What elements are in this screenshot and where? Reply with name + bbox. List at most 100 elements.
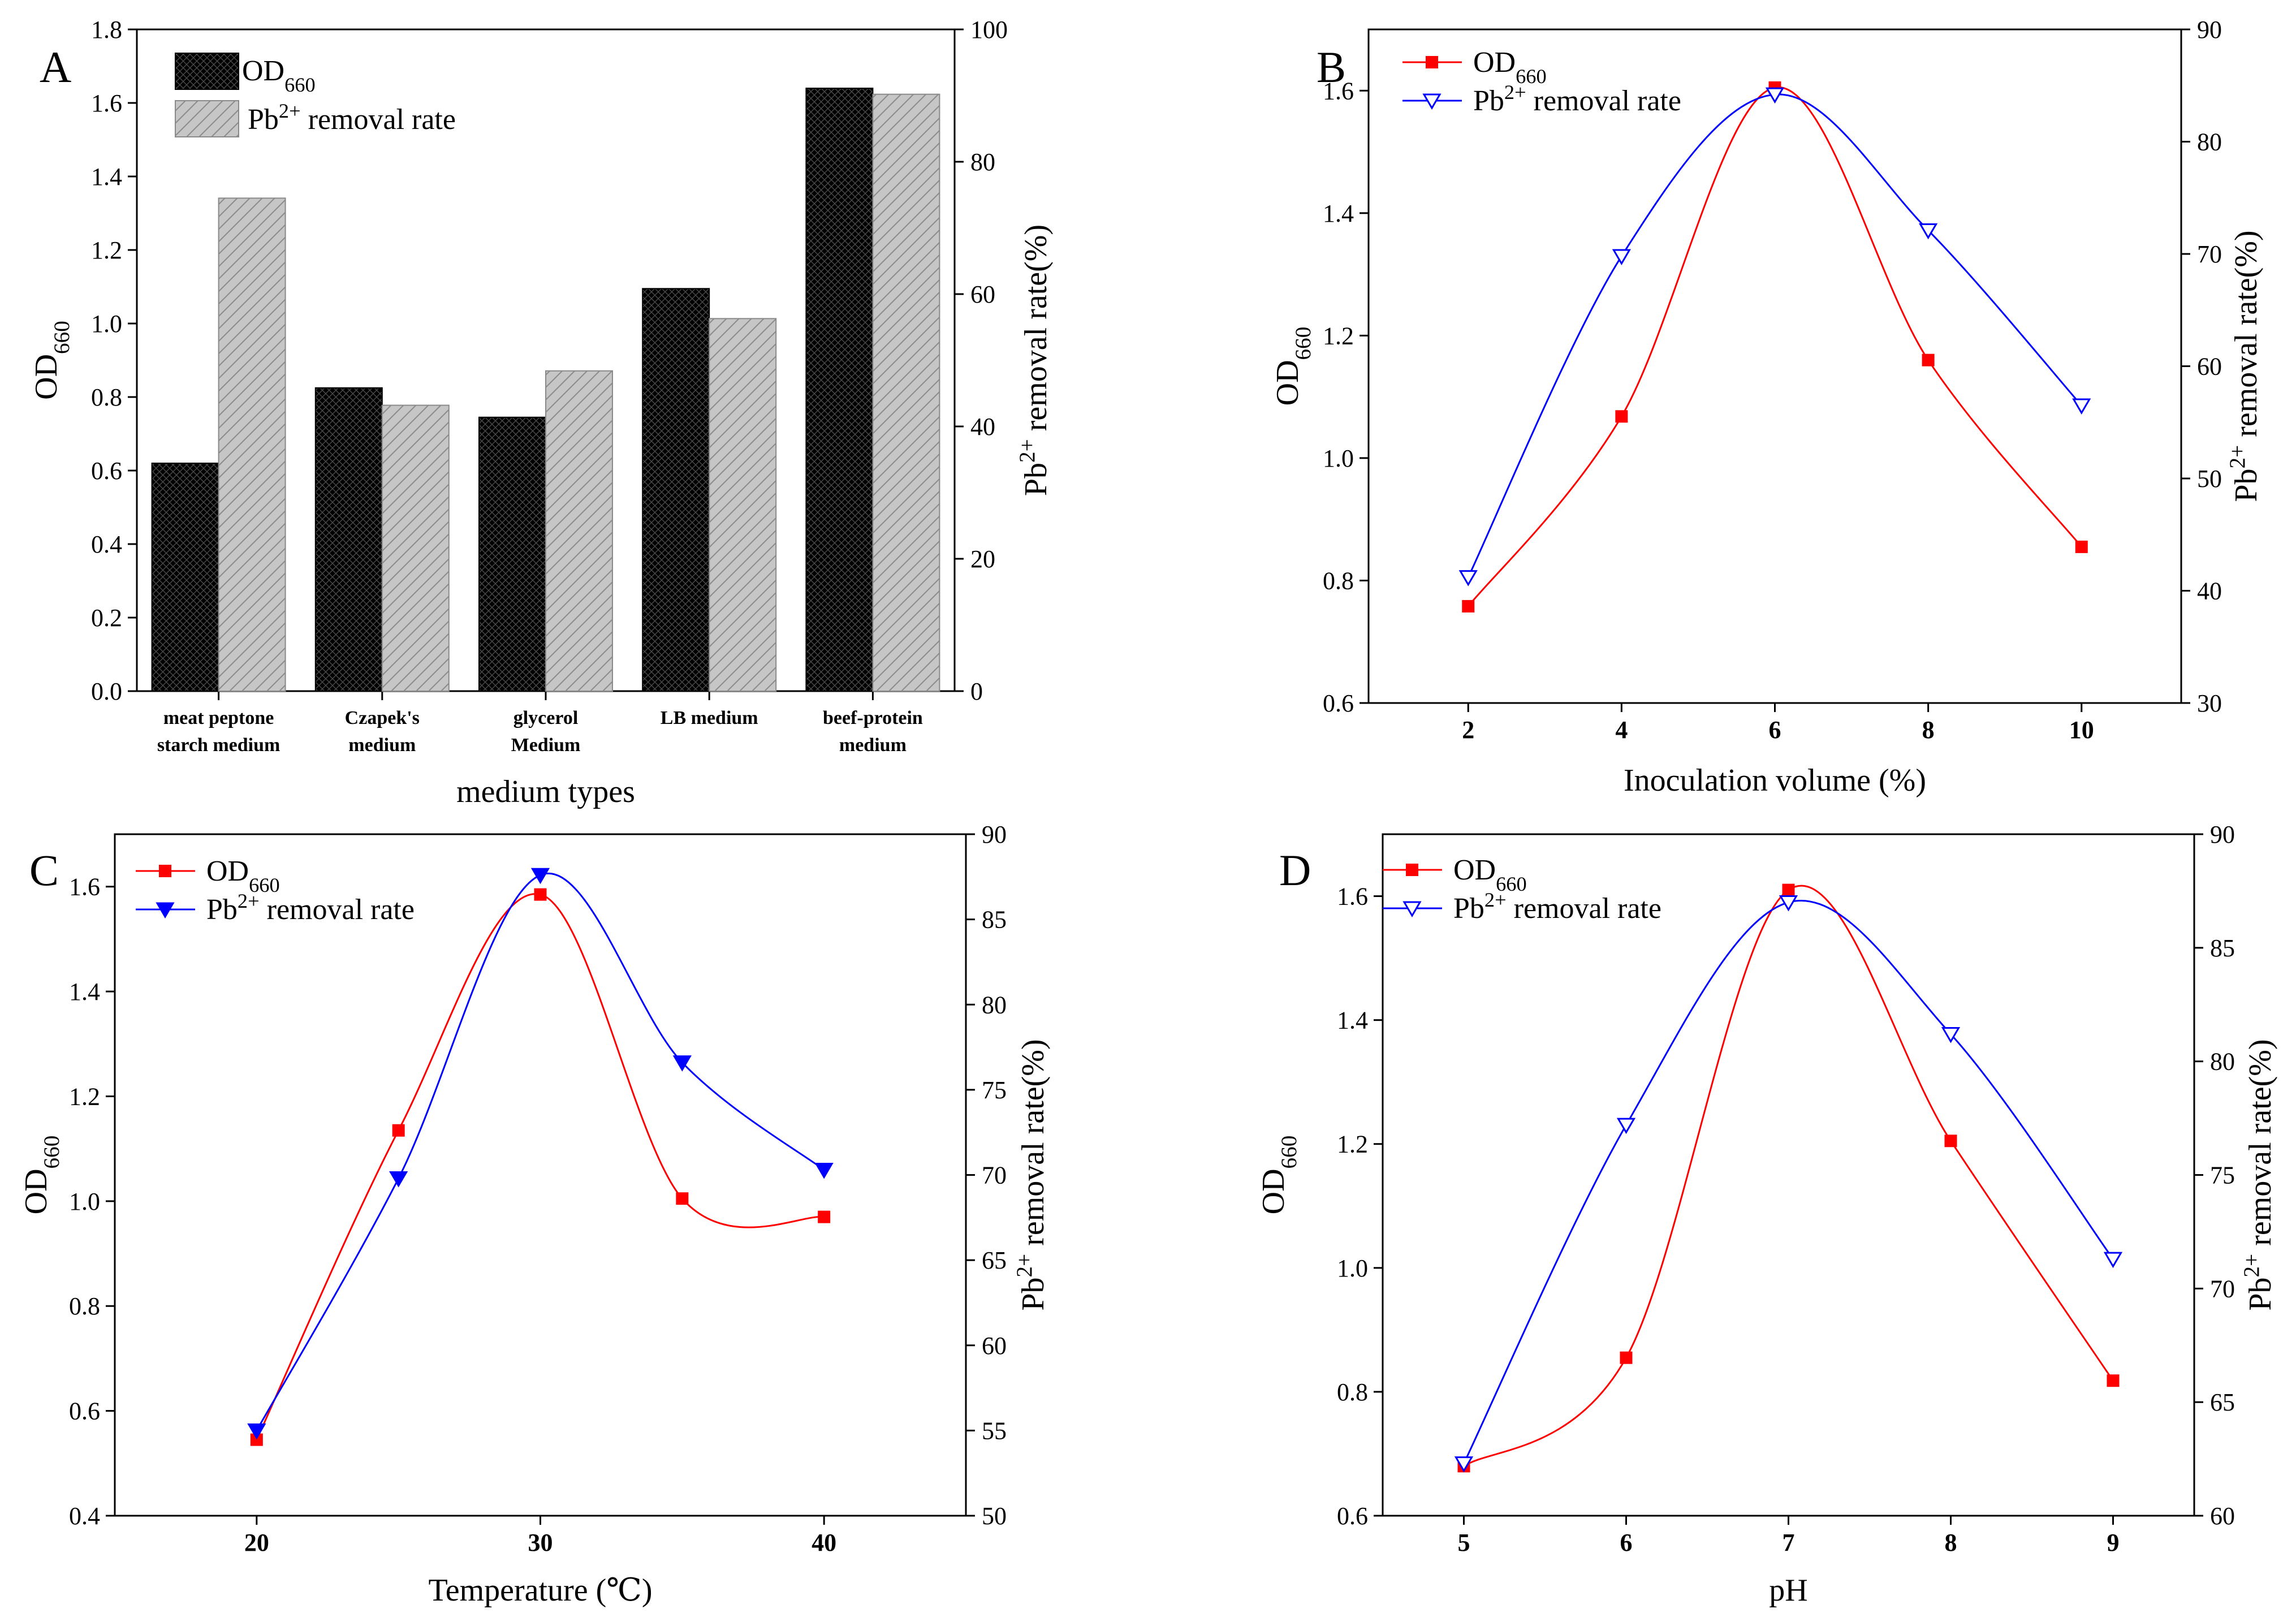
bar-od660 [478,416,546,692]
y-tick-label: 1.0 [1323,445,1354,472]
y2-tick-label: 50 [982,1502,1007,1530]
y-tick-label: 0.0 [91,678,122,705]
data-point [389,1171,408,1188]
x-category-label: medium [839,735,907,756]
data-point [814,1162,834,1179]
legend-marker [1426,56,1438,68]
x-category-label: beef-protein [823,708,923,728]
y-tick-label: 0.6 [1337,1502,1368,1530]
y2-tick-label: 50 [2197,465,2222,493]
y2-tick-label: 90 [2210,821,2235,848]
x-category-label: meat peptone [163,708,274,728]
data-point [247,1423,266,1440]
y2-tick-label: 20 [970,545,995,573]
y2-tick-label: 90 [982,821,1007,848]
y-tick-label: 0.4 [91,531,122,558]
y-tick-label: 1.4 [69,978,100,1006]
data-point [250,1433,263,1446]
y2-axis-title: Pb2+ removal rate(%) [2239,1039,2278,1310]
data-point [676,1192,689,1205]
data-point [672,1055,692,1072]
legend-marker [159,865,171,877]
x-tick-label: 30 [528,1529,553,1556]
y-tick-label: 0.8 [69,1292,100,1320]
data-point [1458,570,1478,586]
y2-tick-label: 100 [970,16,1008,44]
x-tick-label: 10 [2069,716,2094,744]
data-point [534,888,547,901]
y2-tick-label: 40 [970,413,995,441]
data-point [1941,1027,1961,1043]
data-point [1616,1118,1636,1135]
series-line [256,873,825,1431]
y-tick-label: 0.4 [69,1502,100,1530]
y2-tick-label: 30 [2197,689,2222,717]
data-point [1779,895,1798,912]
legend-marker [156,902,175,918]
y2-axis-title: Pb2+ removal rate(%) [1012,1039,1051,1310]
data-point [1922,353,1935,366]
y-tick-label: 1.6 [1337,883,1368,911]
data-point [1919,223,1938,240]
series-line [1467,93,2082,578]
y-tick-label: 1.2 [69,1082,100,1110]
bar-pb-removal [381,404,450,692]
y-tick-label: 0.2 [91,604,122,632]
y-tick-label: 1.4 [1323,200,1354,227]
data-point [1454,1456,1474,1473]
y-tick-label: 0.6 [1323,689,1354,717]
legend-marker [1406,864,1418,876]
panel-label: D [1279,846,1311,895]
y2-tick-label: 70 [982,1162,1007,1189]
data-point [2107,1374,2120,1387]
y-tick-label: 1.6 [69,873,100,901]
data-point [530,868,550,885]
y-tick-label: 0.6 [69,1398,100,1425]
y2-axis-title: Pb2+ removal rate(%) [2225,230,2264,502]
legend-marker [1402,901,1422,917]
y2-tick-label: 0 [970,678,983,705]
panel-label: A [40,42,71,92]
series-line [1468,87,2082,607]
data-point [392,1124,405,1137]
y-tick-label: 1.6 [91,89,122,117]
x-axis-title: Temperature (℃) [428,1573,652,1608]
series-line [256,893,825,1441]
legend-swatch-pb-removal [175,100,239,137]
y-tick-label: 1.4 [91,163,122,191]
x-category-label: glycerol [513,708,579,728]
y-tick-label: 1.6 [1323,77,1354,105]
y2-tick-label: 80 [2197,128,2222,156]
bar-pb-removal [709,318,777,692]
y-tick-label: 1.4 [1337,1007,1368,1034]
panel-b: B 0.6 0.8 1.0 1.2 1.4 1.6 30 40 50 60 70 80 90 OD660 Pb… [1270,16,2264,798]
y-tick-label: 0.8 [1337,1378,1368,1406]
x-tick-label: 4 [1615,716,1628,744]
x-tick-label: 6 [1769,716,1781,744]
x-category-label: starch medium [157,735,280,756]
legend-label-od660: OD660 [242,55,316,96]
bar-od660 [642,288,710,692]
bar-od660 [805,88,874,692]
plot-frame [1367,28,2182,704]
data-point [2072,398,2091,415]
y-tick-label: 1.0 [1337,1254,1368,1282]
y-tick-label: 1.2 [1323,322,1354,350]
data-point [1944,1135,1957,1148]
x-tick-label: 40 [812,1529,836,1556]
data-point [1612,249,1631,265]
x-tick-label: 9 [2107,1529,2120,1556]
data-point [1462,600,1475,613]
y2-tick-label: 60 [2197,353,2222,381]
series-line [1463,900,2114,1464]
y2-tick-label: 90 [2197,16,2222,44]
x-tick-label: 2 [1462,716,1474,744]
panel-a: A 0.0 0.2 0.4 0.6 0.8 1.0 1.2 1.4 1.6 1.8 0 20 40 60 80… [29,16,1054,809]
y-axis-title: OD660 [19,1136,64,1215]
x-category-label: LB medium [661,708,758,728]
y2-tick-label: 70 [2210,1275,2235,1303]
y-tick-label: 1.0 [91,310,122,338]
bar-od660 [314,387,383,692]
y2-tick-label: 60 [982,1332,1007,1360]
data-point [1615,410,1628,423]
